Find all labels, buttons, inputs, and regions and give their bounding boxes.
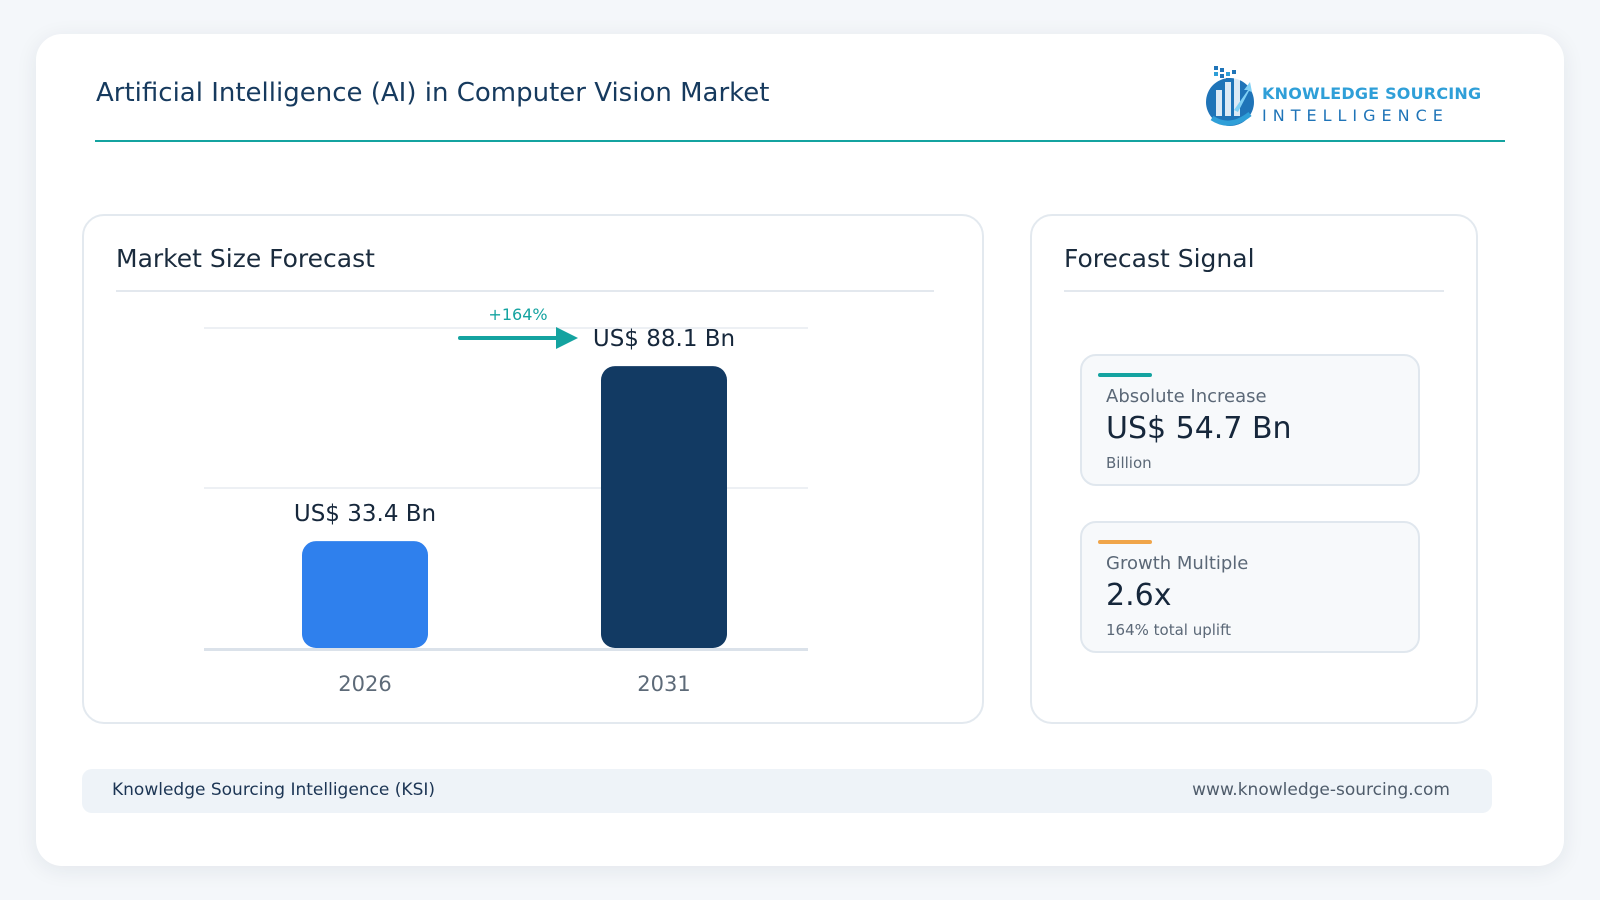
metric-subtext: 164% total uplift (1106, 621, 1231, 639)
growth-arrow-head (556, 327, 578, 349)
metric-label: Growth Multiple (1106, 553, 1249, 574)
bar-2026 (302, 541, 428, 648)
footer-bar: Knowledge Sourcing Intelligence (KSI) ww… (82, 769, 1492, 813)
metric-value: US$ 54.7 Bn (1106, 411, 1292, 446)
accent-bar (1098, 540, 1152, 544)
absolute-increase-card: Absolute Increase US$ 54.7 Bn Billion (1080, 354, 1420, 486)
panel-divider (116, 290, 934, 292)
logo-line-2: INTELLIGENCE (1262, 106, 1449, 125)
metric-subtext: Billion (1106, 454, 1152, 472)
panel-divider (1064, 290, 1444, 292)
metric-label: Absolute Increase (1106, 386, 1267, 407)
market-size-chart: US$ 33.4 Bn 2026 US$ 88.1 Bn 2031 +164% (204, 305, 808, 696)
page-title: Artificial Intelligence (AI) in Computer… (96, 78, 770, 108)
panel-title-forecast-signal: Forecast Signal (1064, 244, 1255, 273)
bar-2031 (601, 366, 727, 648)
market-size-panel: Market Size Forecast US$ 33.4 Bn 2026 US$ … (82, 214, 984, 724)
accent-bar (1098, 373, 1152, 377)
data-label-2031: US$ 88.1 Bn (593, 326, 735, 352)
infographic-card: Artificial Intelligence (AI) in Computer… (36, 34, 1564, 866)
metric-value: 2.6x (1106, 578, 1172, 613)
growth-annotation-label: +164% (488, 305, 547, 324)
footer-website[interactable]: www.knowledge-sourcing.com (1192, 780, 1450, 800)
logo-line-1: KNOWLEDGE SOURCING (1262, 84, 1482, 103)
ksi-logo: KNOWLEDGE SOURCING INTELLIGENCE (1204, 60, 1481, 132)
data-label-2026: US$ 33.4 Bn (294, 501, 436, 527)
title-divider (95, 140, 1505, 142)
ksi-logo-icon (1206, 66, 1254, 126)
x-tick-2026: 2026 (338, 672, 391, 696)
forecast-signal-panel: Forecast Signal Absolute Increase US$ 54… (1030, 214, 1478, 724)
growth-multiple-card: Growth Multiple 2.6x 164% total uplift (1080, 521, 1420, 653)
x-tick-2031: 2031 (637, 672, 690, 696)
panel-title-market-size: Market Size Forecast (116, 244, 375, 273)
footer-company: Knowledge Sourcing Intelligence (KSI) (112, 780, 436, 800)
